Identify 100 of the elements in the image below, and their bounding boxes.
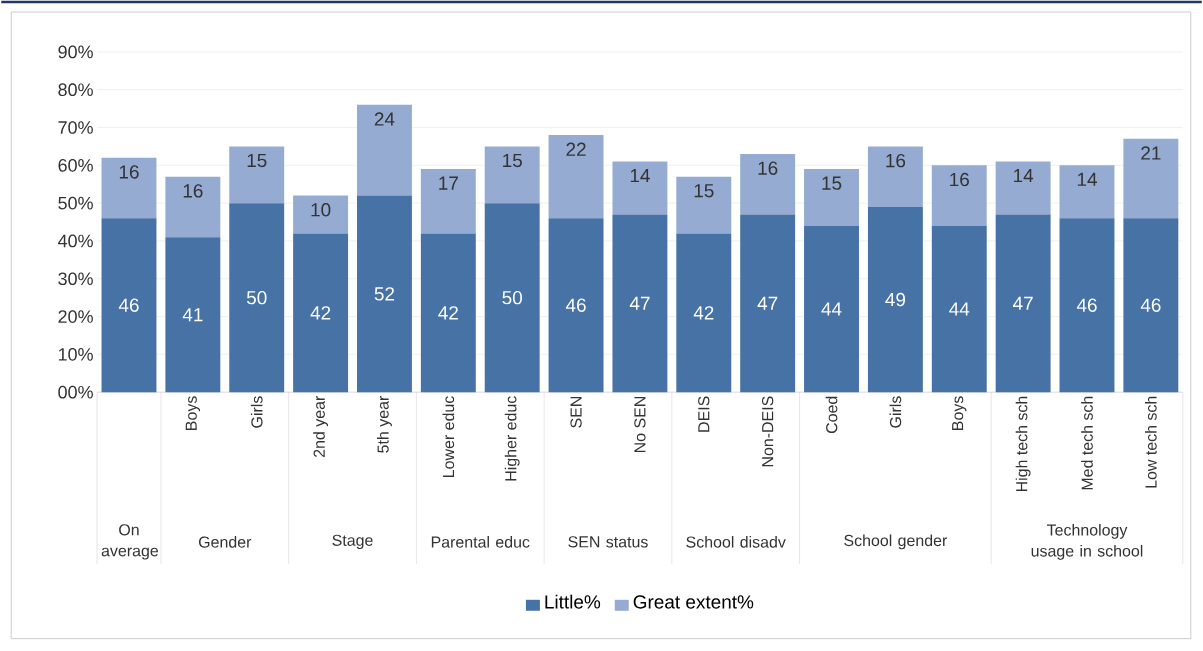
bar [548, 218, 604, 393]
data-label: 47 [629, 296, 650, 311]
text: Stage [332, 534, 373, 550]
data-label: 15 [822, 176, 842, 191]
legend-label: Great extent% [633, 595, 754, 609]
data-label: 47 [1013, 296, 1033, 311]
y-tick-label: 40% [58, 234, 93, 248]
bar [356, 195, 412, 393]
bar [420, 233, 476, 393]
text: On average [101, 524, 159, 560]
x-tick-label: SEN [570, 397, 582, 428]
x-tick-label: Non-DEIS [762, 396, 774, 467]
data-label: 22 [566, 142, 586, 156]
data-label: 14 [1077, 172, 1097, 187]
text: Parental educ [431, 536, 530, 548]
data-label: 21 [1141, 146, 1161, 160]
bar [420, 169, 476, 234]
bar [612, 214, 668, 393]
x-tick-label: Lower educ [442, 396, 455, 478]
bar [484, 203, 540, 393]
y-tick-label: 80% [58, 83, 93, 97]
data-label: 49 [885, 293, 906, 307]
bar [676, 233, 732, 393]
x-tick-label: Girls [250, 396, 263, 428]
data-label: 44 [949, 302, 970, 316]
data-label: 46 [1140, 298, 1161, 313]
data-label: 24 [374, 112, 395, 126]
y-tick-label: 30% [58, 272, 93, 286]
x-tick-label: 2nd year [313, 396, 329, 458]
x-tick-label: Boys [952, 396, 967, 431]
bar [676, 176, 732, 234]
data-label: 16 [758, 161, 778, 176]
y-tick-label: 10% [58, 348, 93, 361]
bar [101, 218, 157, 393]
text: Gender [198, 536, 252, 548]
x-tick-label: Med tech sch [1081, 396, 1093, 490]
bar [165, 237, 221, 393]
bar [931, 225, 987, 393]
data-label: 50 [502, 291, 522, 305]
text: School disadv [686, 536, 786, 548]
bar [995, 214, 1051, 393]
bar [740, 214, 796, 393]
bar [804, 169, 859, 226]
data-label: 46 [118, 298, 139, 313]
x-tick-label: 5th year [377, 396, 392, 453]
bar [867, 146, 923, 208]
y-tick-label: 20% [58, 310, 93, 324]
bar [548, 135, 604, 219]
data-label: 14 [1014, 169, 1034, 183]
data-label: 42 [438, 306, 458, 320]
data-label: 16 [886, 154, 906, 168]
y-tick-label: 90% [58, 45, 93, 59]
data-label: 44 [821, 302, 842, 316]
bar [293, 233, 349, 393]
data-label: 15 [503, 154, 522, 168]
y-tick-label: 00% [58, 386, 93, 399]
data-label: 46 [1076, 298, 1097, 313]
bar [484, 146, 540, 204]
bar [804, 225, 859, 393]
bar [1059, 218, 1115, 393]
data-label: 47 [757, 296, 778, 311]
data-label: 10 [311, 203, 331, 217]
bar [1059, 165, 1115, 219]
x-tick-label: Boys [185, 396, 201, 431]
x-tick-label: High tech sch [1015, 396, 1031, 492]
y-tick-label: 70% [58, 121, 93, 135]
bar [867, 207, 923, 393]
data-label: 42 [310, 306, 331, 320]
x-tick-label: No SEN [634, 397, 646, 453]
x-tick-label: DEIS [698, 396, 710, 432]
data-label: 15 [694, 184, 714, 198]
text: SEN status [568, 536, 648, 548]
y-tick-label: 60% [58, 159, 93, 172]
data-label: 42 [693, 306, 714, 320]
text: Technology usage in school [1031, 524, 1143, 560]
text: School gender [844, 534, 948, 550]
data-label: 52 [374, 287, 395, 301]
data-label: 46 [565, 298, 586, 313]
x-tick-label: Low tech sch [1145, 396, 1157, 488]
data-label: 16 [119, 165, 139, 179]
bar [165, 176, 221, 238]
bar [740, 154, 796, 215]
data-label: 16 [183, 184, 203, 198]
data-label: 15 [247, 154, 267, 168]
bar [101, 157, 157, 219]
bar [995, 161, 1051, 215]
bar [931, 165, 987, 226]
bar [612, 161, 668, 215]
bar [1123, 218, 1179, 393]
data-label: 41 [182, 308, 203, 322]
data-label: 50 [246, 291, 267, 305]
x-tick-label: Coed [825, 396, 838, 434]
data-label: 16 [950, 173, 969, 187]
bar [229, 146, 285, 204]
y-tick-label: 50% [58, 196, 93, 210]
bar [229, 203, 285, 393]
x-tick-label: Higher educ [504, 396, 520, 481]
bar [293, 195, 349, 234]
bar [356, 105, 412, 196]
data-label: 17 [439, 176, 458, 190]
